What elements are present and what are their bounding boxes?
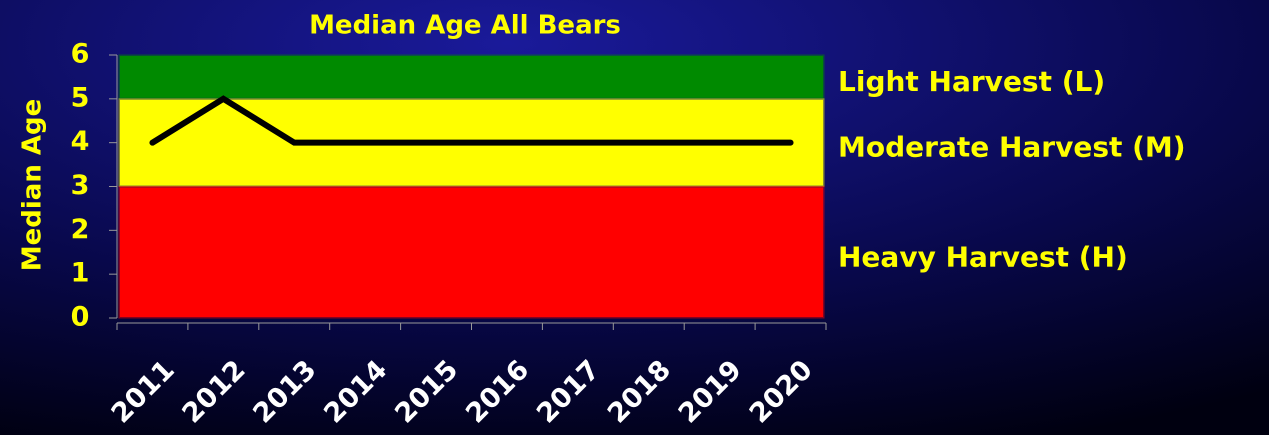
band-label: Heavy Harvest (H) [838,240,1128,273]
band [118,54,825,100]
band-label: Light Harvest (L) [838,65,1105,98]
y-tick-label: 5 [71,82,90,113]
y-tick-label: 2 [71,214,90,245]
y-tick-label: 6 [71,39,90,70]
band-label: Moderate Harvest (M) [838,131,1186,164]
y-axis-label: Median Age [18,99,48,272]
y-tick-label: 1 [71,258,90,289]
y-tick-label: 3 [71,170,90,201]
y-tick-label: 4 [71,126,90,157]
y-tick-label: 0 [71,302,90,333]
band [118,186,825,319]
chart-title: Median Age All Bears [309,11,621,41]
line [149,95,794,146]
